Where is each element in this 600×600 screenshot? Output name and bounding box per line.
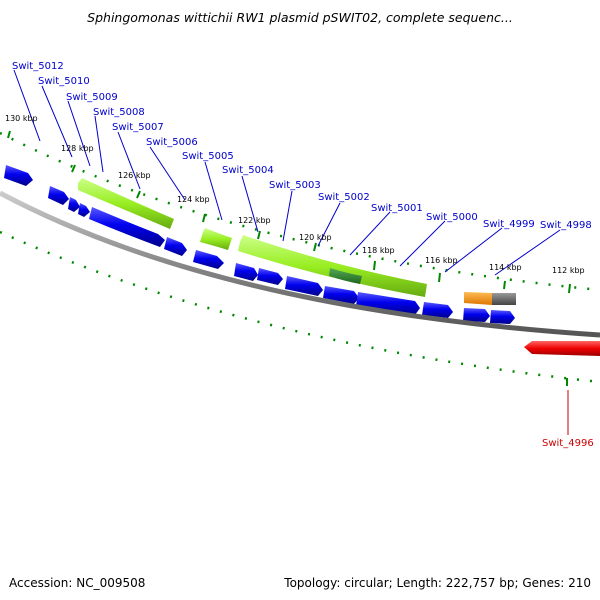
scale-label: 130 kbp [5, 114, 38, 123]
gene-label[interactable]: Swit_5002 [318, 192, 370, 203]
gene-segment [329, 268, 362, 284]
gene-arrow [356, 292, 420, 315]
gene-label[interactable]: Swit_5001 [371, 203, 423, 214]
gene-segment [492, 293, 516, 305]
scale-label: 128 kbp [61, 144, 94, 153]
scale-label: 112 kbp [552, 266, 585, 275]
leader-lines [13, 69, 569, 435]
gene-arrow-red [524, 341, 600, 356]
gene-arrow [48, 186, 69, 205]
gene-arrow [490, 310, 515, 324]
gene-arrow [323, 286, 359, 304]
outer-scale-ring [0, 130, 600, 294]
map-title: Sphingomonas wittichii RW1 plasmid pSWIT… [87, 10, 513, 25]
plasmid-backbone [0, 190, 600, 338]
gene-label[interactable]: Swit_4996 [542, 438, 594, 449]
gene-segment [78, 178, 174, 229]
gene-label[interactable]: Swit_4999 [483, 219, 535, 230]
gene-arrow [68, 197, 80, 212]
scale-label: 118 kbp [362, 246, 395, 255]
gene-label[interactable]: Swit_5007 [112, 122, 164, 133]
scale-label: 116 kbp [425, 256, 458, 265]
gene-segment [238, 235, 427, 297]
scale-label: 114 kbp [489, 263, 522, 272]
gene-label[interactable]: Swit_5008 [93, 107, 145, 118]
scale-label: 124 kbp [177, 195, 210, 204]
gene-arrow [463, 308, 490, 322]
gene-arrow [193, 250, 224, 269]
gene-label[interactable]: Swit_5012 [12, 61, 64, 72]
gene-label[interactable]: Swit_5009 [66, 92, 118, 103]
gene-label[interactable]: Swit_5006 [146, 137, 198, 148]
gene-arrow [89, 207, 165, 247]
blue-genes [4, 165, 515, 324]
gene-segment [464, 292, 492, 305]
gene-label[interactable]: Swit_5000 [426, 212, 478, 223]
scale-labels: 130 kbp 128 kbp 126 kbp 124 kbp 122 kbp … [5, 114, 585, 275]
gene-arrow [422, 302, 453, 318]
gene-label[interactable]: Swit_5010 [38, 76, 90, 87]
topology-summary: Topology: circular; Length: 222,757 bp; … [284, 576, 591, 590]
gene-label[interactable]: Swit_4998 [540, 220, 592, 231]
gene-arrow [285, 276, 323, 296]
accession-text: Accession: NC_009508 [9, 576, 146, 590]
gene-labels: Swit_5012 Swit_5010 Swit_5009 Swit_5008 … [12, 61, 594, 449]
inner-scale-ring [0, 230, 600, 386]
gene-arrow [257, 268, 283, 285]
gene-label[interactable]: Swit_5005 [182, 151, 234, 162]
gene-label[interactable]: Swit_5003 [269, 180, 321, 191]
highlight-genes [78, 178, 516, 305]
scale-label: 126 kbp [118, 171, 151, 180]
gene-arrow [4, 165, 33, 186]
gene-arrow [164, 237, 187, 256]
gene-arrow [234, 263, 258, 281]
scale-label: 120 kbp [299, 233, 332, 242]
gene-label[interactable]: Swit_5004 [222, 165, 274, 176]
gene-segment [200, 228, 232, 250]
scale-label: 122 kbp [238, 216, 271, 225]
gene-arrow [78, 203, 90, 217]
